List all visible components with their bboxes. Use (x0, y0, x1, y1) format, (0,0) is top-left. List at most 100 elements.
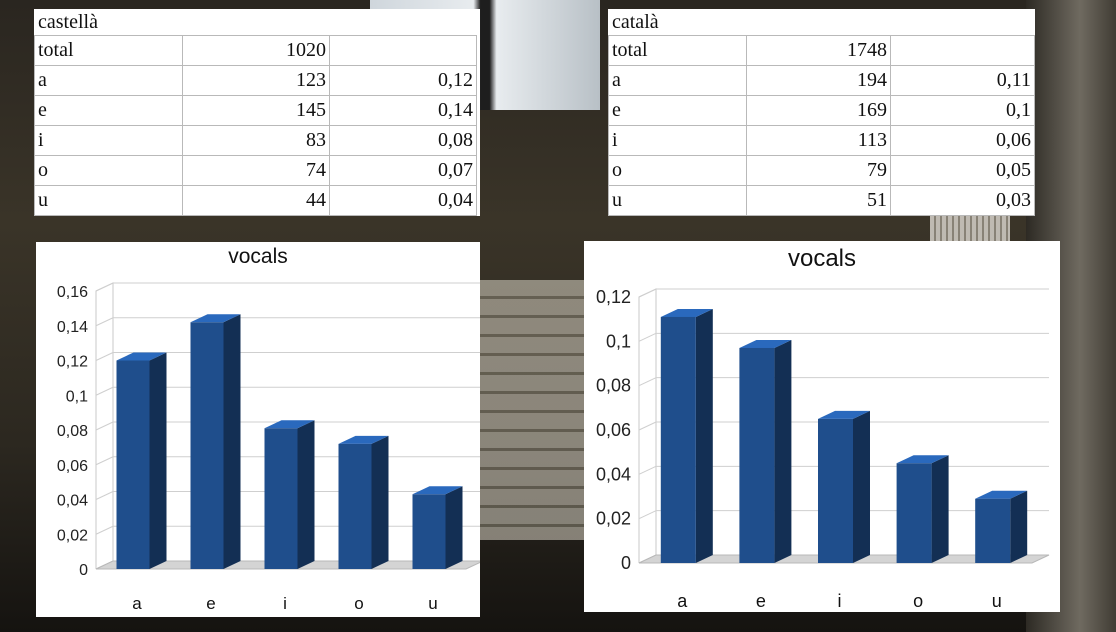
bar-front (660, 316, 696, 563)
bar (116, 352, 167, 569)
row-freq: 0,08 (329, 125, 477, 156)
x-tick-label: u (992, 591, 1002, 611)
gridline (95, 421, 114, 431)
row-label: a (34, 65, 183, 96)
row-freq: 0,03 (890, 185, 1035, 216)
row-freq: 0,06 (890, 125, 1035, 156)
gridline (638, 510, 657, 520)
bar-side (445, 486, 463, 569)
row-freq: 0,05 (890, 155, 1035, 186)
row-count: 123 (182, 65, 330, 96)
row-label: i (608, 125, 747, 156)
row-label: total (608, 35, 747, 66)
chart-castella: vocals 0 0,02 0,04 0,06 0,08 0,1 0,12 0,14 0,16 a… (36, 242, 480, 617)
chart-title: vocals (228, 245, 288, 268)
bar-front (264, 428, 298, 569)
table-title: català (612, 11, 659, 33)
bar-side (297, 420, 315, 569)
row-count: 1748 (746, 35, 891, 66)
y-tick-label: 0,08 (596, 376, 631, 396)
chart-catala: vocals 0 0,02 0,04 0,06 0,08 0,1 0,12 a e i o u (584, 241, 1060, 612)
frequency-table: total 1748 a 194 0,11 e 169 0,1 i 113 0,06 o 79 0… (608, 35, 1035, 216)
table-row: a 194 0,11 (608, 65, 1035, 96)
row-count: 113 (746, 125, 891, 156)
bar-side (223, 314, 241, 569)
gridline (95, 317, 114, 327)
y-tick-label: 0,06 (596, 420, 631, 440)
table-row: i 113 0,06 (608, 125, 1035, 156)
bar-front (412, 494, 446, 569)
table-row: e 145 0,14 (34, 95, 477, 126)
frequency-table: total 1020 a 123 0,12 e 145 0,14 i 83 0,08 o 74 0… (34, 35, 477, 216)
bar (975, 490, 1028, 563)
row-freq: 0,1 (890, 95, 1035, 126)
bar (338, 435, 389, 569)
gridline (95, 525, 114, 535)
y-tick-label: 0,12 (596, 287, 631, 307)
x-tick-label: e (756, 591, 766, 611)
row-freq (890, 35, 1035, 66)
bar-front (190, 322, 224, 569)
table-row: u 51 0,03 (608, 185, 1035, 216)
bar (818, 410, 870, 563)
y-tick-label: 0,04 (596, 464, 631, 484)
y-tick-label: 0,16 (57, 284, 88, 301)
bar-top (338, 435, 389, 444)
row-count: 51 (746, 185, 891, 216)
bar-top (896, 455, 949, 464)
x-tick-label: o (913, 591, 923, 611)
bar-chart: 0 0,02 0,04 0,06 0,08 0,1 0,12 0,14 0,16 a e i o u (57, 282, 480, 613)
chart-title: vocals (787, 245, 857, 272)
row-count: 145 (182, 95, 330, 126)
row-freq: 0,12 (329, 65, 477, 96)
bar (412, 486, 463, 569)
gridline (638, 465, 657, 475)
row-label: a (608, 65, 747, 96)
bar-top (818, 410, 870, 419)
gridline (95, 456, 114, 466)
background-radiator (480, 280, 590, 540)
y-tick-label: 0 (79, 562, 88, 579)
bar (896, 455, 949, 563)
bar-top (660, 308, 713, 317)
gridline (95, 491, 114, 500)
bar (264, 420, 315, 569)
bar-top (116, 352, 167, 361)
gridline (638, 377, 657, 387)
x-tick-label: e (206, 594, 215, 613)
bar-front (896, 463, 932, 563)
row-label: u (608, 185, 747, 216)
gridline (638, 332, 657, 342)
y-tick-label: 0,14 (57, 319, 88, 336)
bar-side (695, 308, 713, 563)
x-tick-label: a (132, 594, 142, 613)
row-freq (329, 35, 477, 66)
bar-side (149, 352, 167, 569)
gridline (638, 421, 657, 431)
row-freq: 0,07 (329, 155, 477, 186)
x-tick-label: i (838, 591, 842, 611)
x-tick-label: a (677, 591, 688, 611)
x-tick-label: o (354, 594, 363, 613)
bar-top (264, 420, 315, 429)
row-freq: 0,14 (329, 95, 477, 126)
gridline (95, 282, 114, 292)
row-label: e (34, 95, 183, 126)
row-count: 194 (746, 65, 891, 96)
bar (660, 308, 713, 563)
bar (739, 339, 792, 563)
row-label: total (34, 35, 183, 66)
table-title: castellà (38, 11, 98, 33)
y-tick-label: 0,1 (66, 388, 88, 405)
gridline (638, 288, 657, 298)
bar (190, 314, 241, 569)
y-tick-label: 0 (621, 553, 631, 573)
table-row: total 1020 (34, 35, 477, 66)
table-row: o 79 0,05 (608, 155, 1035, 186)
x-tick-label: u (428, 594, 437, 613)
gridline (95, 386, 114, 396)
bar-top (412, 486, 463, 495)
x-tick-label: i (283, 594, 287, 613)
bar-side (853, 410, 870, 563)
y-tick-label: 0,02 (57, 527, 88, 544)
